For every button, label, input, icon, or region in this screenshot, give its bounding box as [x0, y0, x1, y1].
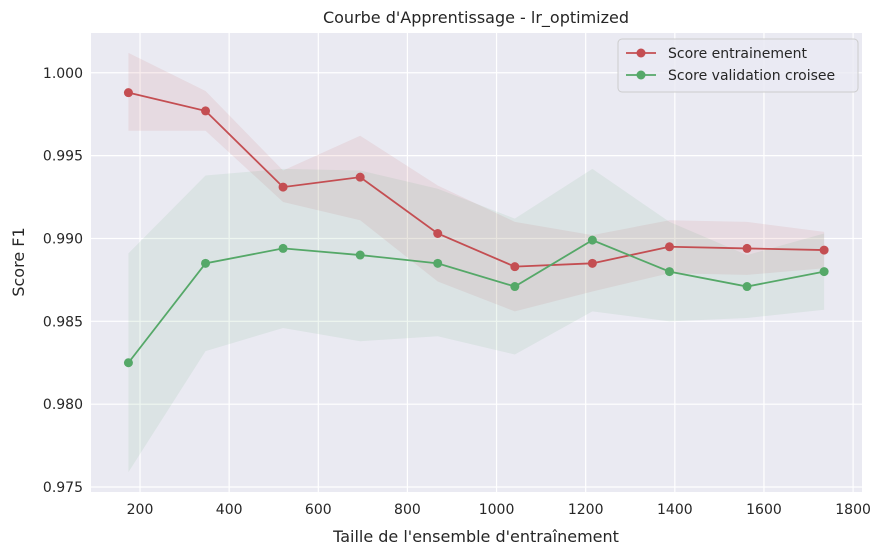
series-line-0 [128, 91, 825, 268]
y-tick-label: 0.990 [43, 231, 83, 247]
x-axis-ticks: 200 400 600 800 1000 1200 1400 1600 1800 [127, 502, 871, 518]
x-tick-label: 600 [305, 502, 332, 518]
x-tick-label: 800 [394, 502, 421, 518]
data-point [664, 267, 674, 277]
data-point [123, 358, 133, 368]
x-tick-label: 1000 [479, 502, 515, 518]
y-axis-label: Score F1 [9, 227, 28, 296]
data-point [742, 282, 752, 292]
y-tick-label: 0.985 [43, 314, 83, 330]
data-point [123, 88, 133, 98]
data-point [201, 106, 211, 116]
series-points [123, 88, 829, 368]
chart-title: Courbe d'Apprentissage - lr_optimized [323, 8, 629, 28]
data-point [510, 282, 520, 292]
x-tick-label: 1400 [657, 502, 693, 518]
confidence-band-1 [128, 168, 825, 473]
data-point [278, 243, 288, 253]
data-point [433, 229, 443, 239]
data-point [201, 258, 211, 268]
legend-marker-validation [636, 70, 646, 80]
data-point [355, 172, 365, 182]
x-tick-label: 400 [216, 502, 243, 518]
confidence-bands [128, 52, 825, 473]
data-point [664, 242, 674, 252]
data-point [278, 182, 288, 192]
x-axis-label: Taille de l'ensemble d'entraînement [332, 527, 619, 546]
data-point [587, 258, 597, 268]
y-tick-label: 0.980 [43, 397, 83, 413]
legend-label-training: Score entrainement [668, 46, 807, 62]
y-tick-label: 0.975 [43, 480, 83, 496]
plot-area [91, 33, 862, 492]
x-tick-label: 1800 [835, 502, 871, 518]
series-line-1 [127, 239, 825, 364]
data-point [433, 258, 443, 268]
data-point [510, 262, 520, 272]
legend-marker-training [636, 48, 646, 58]
y-axis-ticks: 0.975 0.980 0.985 0.990 0.995 1.000 [43, 66, 83, 496]
grid-lines [91, 33, 862, 492]
confidence-band-0 [128, 52, 825, 312]
x-tick-label: 1600 [746, 502, 782, 518]
data-point [742, 243, 752, 253]
y-tick-label: 1.000 [43, 66, 83, 82]
series-lines [127, 91, 825, 364]
data-point [819, 267, 829, 277]
data-point [587, 235, 597, 245]
legend-box [617, 38, 859, 93]
legend-label-validation: Score validation croisee [668, 68, 835, 84]
legend: Score entrainement Score validation croi… [617, 38, 859, 93]
x-tick-label: 200 [127, 502, 154, 518]
data-point [355, 250, 365, 260]
x-tick-label: 1200 [568, 502, 604, 518]
data-point [819, 245, 829, 255]
y-tick-label: 0.995 [43, 149, 83, 165]
